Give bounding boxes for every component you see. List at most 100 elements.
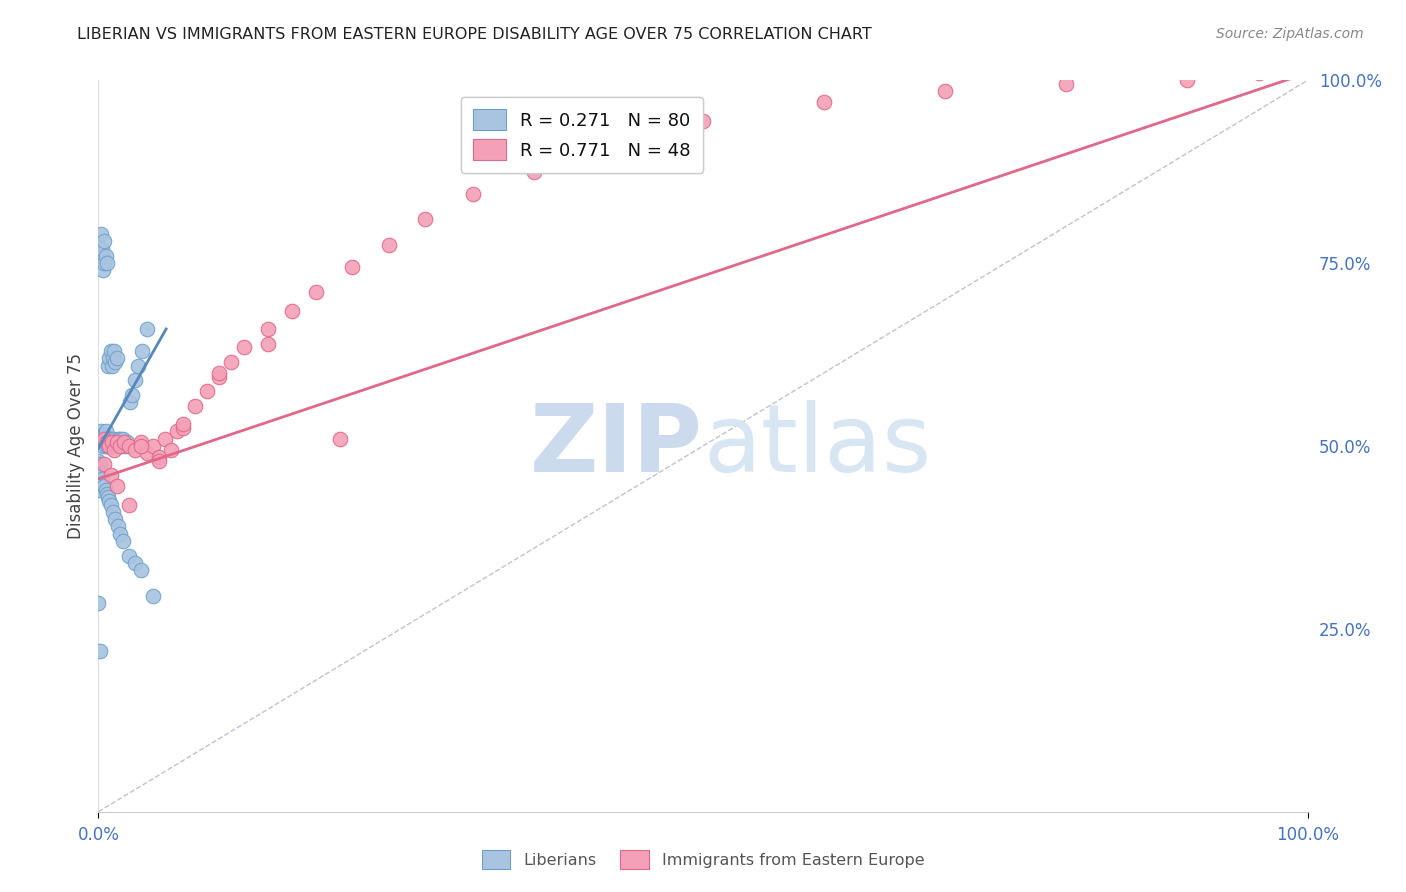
Point	[97, 490, 120, 504]
Point	[97, 432, 120, 446]
Point	[89, 465, 111, 479]
Point	[129, 439, 152, 453]
Point	[91, 435, 114, 450]
Point	[329, 432, 352, 446]
Point	[166, 425, 188, 439]
Point	[124, 556, 146, 570]
Point	[107, 432, 129, 446]
Point	[91, 242, 114, 256]
Point	[118, 549, 141, 563]
Point	[87, 453, 110, 467]
Point	[96, 256, 118, 270]
Point	[103, 343, 125, 358]
Point	[103, 432, 125, 446]
Point	[100, 468, 122, 483]
Point	[118, 439, 141, 453]
Point	[103, 442, 125, 457]
Point	[100, 343, 122, 358]
Text: atlas: atlas	[703, 400, 931, 492]
Point	[93, 428, 115, 442]
Point	[148, 453, 170, 467]
Point	[108, 439, 131, 453]
Point	[184, 399, 207, 413]
Point	[172, 421, 194, 435]
Point	[595, 139, 617, 153]
Point	[100, 359, 122, 373]
Point	[100, 498, 122, 512]
Point	[1249, 66, 1271, 80]
Point	[100, 435, 122, 450]
Point	[413, 212, 436, 227]
Point	[89, 432, 111, 446]
Point	[91, 475, 114, 490]
Point	[129, 563, 152, 577]
Point	[91, 428, 114, 442]
Point	[93, 234, 115, 248]
Point	[112, 435, 135, 450]
Point	[110, 439, 132, 453]
Legend: Liberians, Immigrants from Eastern Europe: Liberians, Immigrants from Eastern Europ…	[475, 844, 931, 875]
Point	[93, 435, 115, 450]
Point	[135, 322, 157, 336]
Point	[101, 505, 124, 519]
Point	[98, 494, 121, 508]
Point	[87, 596, 110, 610]
Point	[101, 439, 124, 453]
Point	[105, 435, 128, 450]
Point	[523, 164, 546, 178]
Point	[256, 322, 278, 336]
Point	[813, 95, 835, 110]
Point	[256, 336, 278, 351]
Point	[281, 303, 304, 318]
Point	[96, 435, 118, 450]
Point	[93, 432, 115, 446]
Text: ZIP: ZIP	[530, 400, 703, 492]
Point	[91, 472, 114, 486]
Point	[934, 84, 956, 98]
Point	[124, 373, 146, 387]
Text: LIBERIAN VS IMMIGRANTS FROM EASTERN EUROPE DISABILITY AGE OVER 75 CORRELATION CH: LIBERIAN VS IMMIGRANTS FROM EASTERN EURO…	[77, 27, 872, 42]
Point	[142, 589, 165, 603]
Point	[90, 425, 112, 439]
Point	[221, 355, 243, 369]
Point	[96, 432, 118, 446]
Point	[90, 432, 112, 446]
Point	[94, 432, 117, 446]
Y-axis label: Disability Age Over 75: Disability Age Over 75	[66, 353, 84, 539]
Point	[100, 432, 122, 446]
Point	[118, 395, 141, 409]
Point	[172, 417, 194, 431]
Point	[98, 432, 121, 446]
Text: Source: ZipAtlas.com: Source: ZipAtlas.com	[1216, 27, 1364, 41]
Point	[96, 435, 118, 450]
Point	[89, 249, 111, 263]
Point	[108, 432, 131, 446]
Point	[232, 340, 254, 354]
Point	[153, 432, 176, 446]
Point	[104, 355, 127, 369]
Point	[142, 439, 165, 453]
Point	[114, 439, 136, 453]
Point	[91, 439, 114, 453]
Point	[98, 351, 121, 366]
Point	[105, 479, 128, 493]
Point	[1054, 77, 1077, 91]
Point	[91, 249, 114, 263]
Point	[105, 351, 128, 366]
Point	[89, 457, 111, 471]
Point	[90, 249, 112, 263]
Point	[100, 439, 122, 453]
Point	[90, 227, 112, 241]
Point	[148, 450, 170, 464]
Point	[108, 435, 131, 450]
Point	[96, 486, 118, 500]
Point	[111, 432, 134, 446]
Point	[98, 439, 121, 453]
Point	[108, 526, 131, 541]
Point	[195, 384, 218, 399]
Point	[117, 435, 139, 450]
Point	[90, 468, 112, 483]
Point	[93, 457, 115, 471]
Point	[118, 498, 141, 512]
Point	[89, 644, 111, 658]
